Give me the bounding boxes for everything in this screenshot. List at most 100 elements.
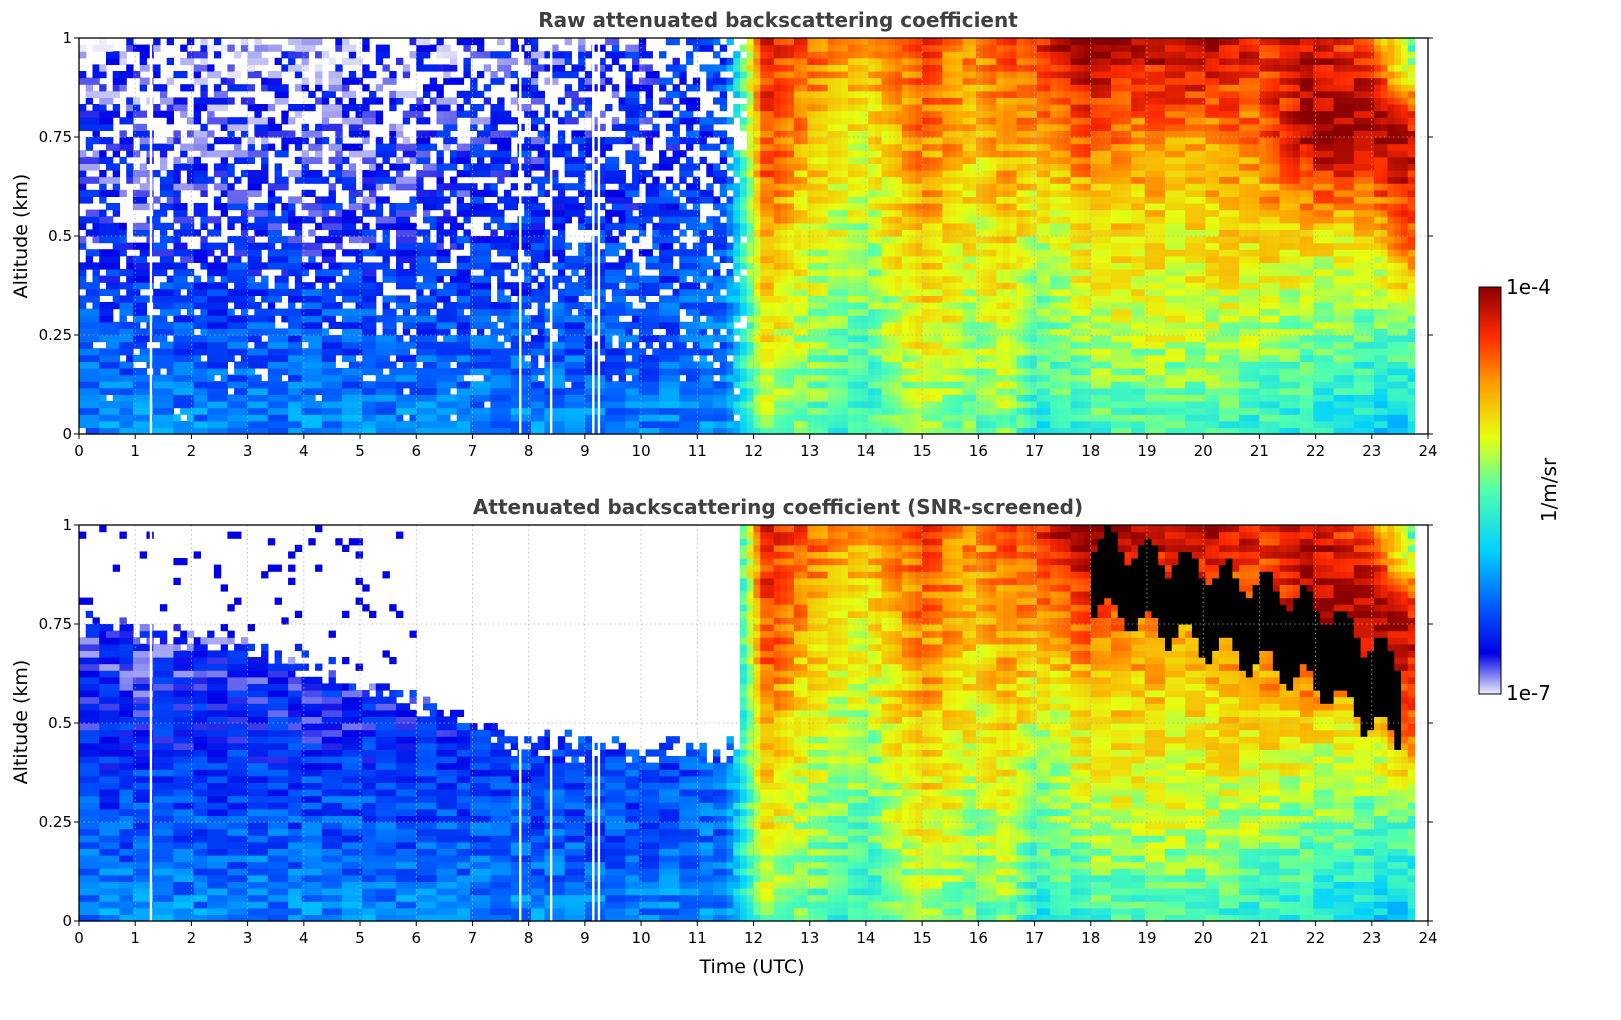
heatmap-cell (510, 354, 519, 362)
heatmap-cell (267, 348, 276, 356)
heatmap-cell (288, 420, 296, 428)
heatmap-cell (382, 354, 390, 362)
heatmap-cell (261, 275, 269, 283)
heatmap-cell (301, 262, 309, 270)
heatmap-cell (355, 130, 363, 138)
heatmap-cell (227, 401, 235, 409)
heatmap-cell (665, 407, 674, 415)
heatmap-cell (436, 242, 444, 250)
heatmap-cell (247, 222, 255, 230)
heatmap-cell (335, 97, 343, 105)
heatmap-cell (369, 427, 377, 435)
heatmap-cell (524, 104, 532, 112)
heatmap-cell (800, 341, 809, 349)
heatmap-cell (99, 348, 107, 356)
heatmap-cell (227, 44, 235, 52)
heatmap-cell (557, 335, 566, 343)
heatmap-cell (99, 361, 107, 369)
heatmap-cell (699, 321, 707, 329)
heatmap-cell (476, 170, 485, 178)
heatmap-cell (321, 308, 330, 316)
heatmap-cell (348, 387, 357, 395)
heatmap-cell (240, 321, 249, 329)
heatmap-cell (261, 216, 269, 224)
heatmap-cell (132, 222, 141, 230)
heatmap-cell (132, 170, 141, 178)
heatmap-cell (456, 321, 465, 329)
heatmap-cell (470, 51, 478, 59)
heatmap-cell (497, 249, 505, 257)
heatmap-cell (719, 183, 728, 191)
heatmap-cell (652, 288, 660, 296)
heatmap-cell (692, 216, 701, 224)
heatmap-cell (409, 150, 417, 158)
heatmap-cell (591, 242, 599, 250)
heatmap-cell (79, 189, 87, 197)
heatmap-cell (740, 209, 748, 217)
heatmap-cell (274, 407, 282, 415)
heatmap-cell (490, 407, 498, 415)
heatmap-cell (719, 150, 728, 158)
heatmap-cell (530, 44, 539, 52)
heatmap-cell (713, 170, 721, 178)
heatmap-cell (679, 176, 687, 184)
heatmap-cell (544, 189, 552, 197)
heatmap-cell (85, 335, 94, 343)
heatmap-cell (315, 209, 323, 217)
heatmap-cell (389, 427, 397, 435)
heatmap-cell (227, 420, 235, 428)
heatmap-cell (766, 163, 775, 171)
heatmap-cell (699, 117, 707, 125)
heatmap-cell (200, 387, 208, 395)
heatmap-cell (456, 420, 465, 428)
heatmap-cell (267, 236, 276, 244)
heatmap-cell (706, 84, 714, 92)
heatmap-cell (321, 117, 330, 125)
heatmap-cell (598, 341, 606, 349)
heatmap-cell (787, 381, 795, 389)
heatmap-cell (153, 295, 161, 303)
heatmap-cell (625, 282, 633, 290)
heatmap-cell (470, 123, 478, 131)
heatmap-cell (389, 97, 397, 105)
heatmap-cell (645, 420, 653, 428)
heatmap-cell (355, 117, 363, 125)
heatmap-cell (274, 183, 282, 191)
heatmap-cell (423, 209, 431, 217)
heatmap-cell (686, 302, 694, 310)
heatmap-cell (132, 335, 141, 343)
heatmap-cell (807, 71, 815, 79)
heatmap-cell (112, 143, 121, 151)
heatmap-cell (773, 282, 782, 290)
heatmap-cell (719, 209, 728, 217)
heatmap-cell (342, 249, 350, 257)
heatmap-cell (773, 222, 782, 230)
heatmap-cell (207, 104, 215, 112)
heatmap-cell (281, 315, 289, 323)
heatmap-cell (578, 38, 586, 46)
heatmap-cell (787, 77, 795, 85)
heatmap-cell (99, 216, 107, 224)
heatmap-cell (530, 196, 539, 204)
heatmap-cell (740, 275, 748, 283)
heatmap-cell (787, 104, 795, 112)
heatmap-cell (645, 361, 653, 369)
heatmap-cell (382, 170, 390, 178)
heatmap-cell (402, 420, 411, 428)
heatmap-cell (409, 110, 417, 118)
heatmap-cell (753, 209, 761, 217)
heatmap-cell (571, 401, 579, 409)
heatmap-cell (240, 44, 249, 52)
heatmap-cell (814, 262, 822, 270)
heatmap-cell (645, 196, 653, 204)
heatmap-cell (294, 427, 303, 435)
heatmap-cell (213, 348, 222, 356)
heatmap-cell (429, 354, 438, 362)
heatmap-cell (611, 328, 620, 336)
heatmap-cell (193, 170, 202, 178)
heatmap-cell (726, 420, 734, 428)
heatmap-cell (787, 123, 795, 131)
heatmap-cell (254, 44, 262, 52)
heatmap-cell (605, 302, 613, 310)
heatmap-cell (294, 110, 303, 118)
